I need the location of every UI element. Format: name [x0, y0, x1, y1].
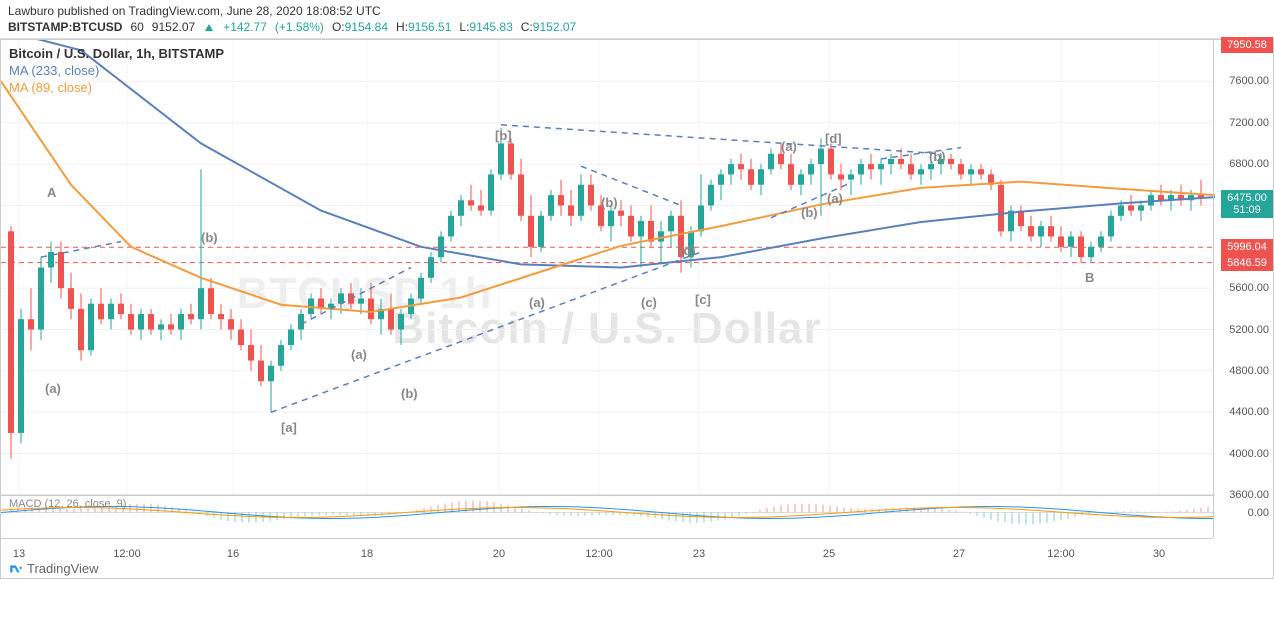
y-tick-label: 4000.00: [1229, 448, 1269, 460]
price-tag: 7950.58: [1221, 37, 1273, 53]
ohlc-l: L:9145.83: [459, 20, 512, 34]
ohlc-o: O:9154.84: [332, 20, 388, 34]
chart-title: Bitcoin / U.S. Dollar, 1h, BITSTAMP: [9, 46, 224, 61]
x-tick-label: 23: [693, 548, 705, 560]
y-tick-label: 5600.00: [1229, 282, 1269, 294]
wave-label: (a): [45, 381, 61, 396]
wave-label: (a): [351, 347, 367, 362]
wave-label: (b): [601, 195, 618, 210]
wave-label: [c]: [695, 292, 711, 307]
publish-line: Lawburo published on TradingView.com, Ju…: [8, 4, 1266, 18]
interval: 60: [130, 20, 143, 34]
tradingview-logo[interactable]: TradingView: [9, 561, 99, 576]
wave-label: (a): [529, 295, 545, 310]
chart-legend: Bitcoin / U.S. Dollar, 1h, BITSTAMP MA (…: [9, 46, 224, 97]
wave-label: (b): [801, 205, 818, 220]
wave-label: (a): [827, 191, 843, 206]
x-axis[interactable]: TradingView 13 12:00 16 18 20 12:00 23 25 27 12:0…: [1, 538, 1213, 578]
x-tick-label: 20: [493, 548, 505, 560]
x-tick-label: 12:00: [1047, 548, 1075, 560]
up-arrow-icon: [205, 24, 213, 31]
y-tick-label: 7200.00: [1229, 117, 1269, 129]
chart-container[interactable]: BTCUSD 1h Bitcoin / U.S. Dollar Bitcoin …: [0, 39, 1274, 579]
wave-label: (a): [781, 139, 797, 154]
tv-logo-icon: [9, 562, 23, 576]
price-tag: 51:09: [1221, 202, 1273, 218]
wave-label: [d]: [825, 131, 842, 146]
macd-panel: MACD (12, 26, close, 9): [1, 495, 1213, 530]
wave-label: (c): [641, 295, 657, 310]
symbol[interactable]: BITSTAMP:BTCUSD: [8, 20, 122, 34]
y-tick-label: 4800.00: [1229, 365, 1269, 377]
price-tag: 5996.04: [1221, 239, 1273, 255]
change: +142.77: [223, 20, 267, 34]
y-tick-label: 3600.00: [1229, 489, 1269, 501]
wave-label: (b): [929, 149, 946, 164]
y-tick-label: 6800.00: [1229, 158, 1269, 170]
wave-label: [a]: [281, 420, 297, 435]
wave-label: (d): [679, 243, 696, 258]
header: Lawburo published on TradingView.com, Ju…: [0, 0, 1274, 39]
x-tick-label: 27: [953, 548, 965, 560]
y-axis[interactable]: 3600.00 4000.00 4400.00 4800.00 5200.00 5600.…: [1213, 40, 1273, 538]
macd-zero: 0.00: [1248, 507, 1269, 519]
price-tag: 5846.59: [1221, 255, 1273, 271]
x-tick-label: 16: [227, 548, 239, 560]
pct: (+1.58%): [275, 20, 324, 34]
wave-label: B: [1085, 270, 1094, 285]
last-price: 9152.07: [152, 20, 195, 34]
x-tick-label: 30: [1153, 548, 1165, 560]
wave-label: (b): [401, 386, 418, 401]
x-tick-label: 18: [361, 548, 373, 560]
ma1-label: MA (233, close): [9, 63, 224, 78]
chart-main[interactable]: BTCUSD 1h Bitcoin / U.S. Dollar Bitcoin …: [1, 40, 1213, 538]
x-tick-label: 12:00: [585, 548, 613, 560]
y-tick-label: 4400.00: [1229, 406, 1269, 418]
x-tick-label: 25: [823, 548, 835, 560]
ohlc-h: H:9156.51: [396, 20, 451, 34]
wave-label: (b): [201, 230, 218, 245]
macd-label: MACD (12, 26, close, 9): [9, 498, 126, 510]
x-tick-label: 12:00: [113, 548, 141, 560]
wave-label: A: [47, 185, 56, 200]
y-tick-label: 7600.00: [1229, 75, 1269, 87]
chart-svg: [1, 40, 1215, 540]
y-tick-label: 5200.00: [1229, 324, 1269, 336]
ohlc-c: C:9152.07: [521, 20, 576, 34]
ticker-line: BITSTAMP:BTCUSD 60 9152.07 +142.77 (+1.5…: [8, 20, 1266, 34]
wave-label: [b]: [495, 128, 512, 143]
x-tick-label: 13: [13, 548, 25, 560]
ma2-label: MA (89, close): [9, 80, 224, 95]
